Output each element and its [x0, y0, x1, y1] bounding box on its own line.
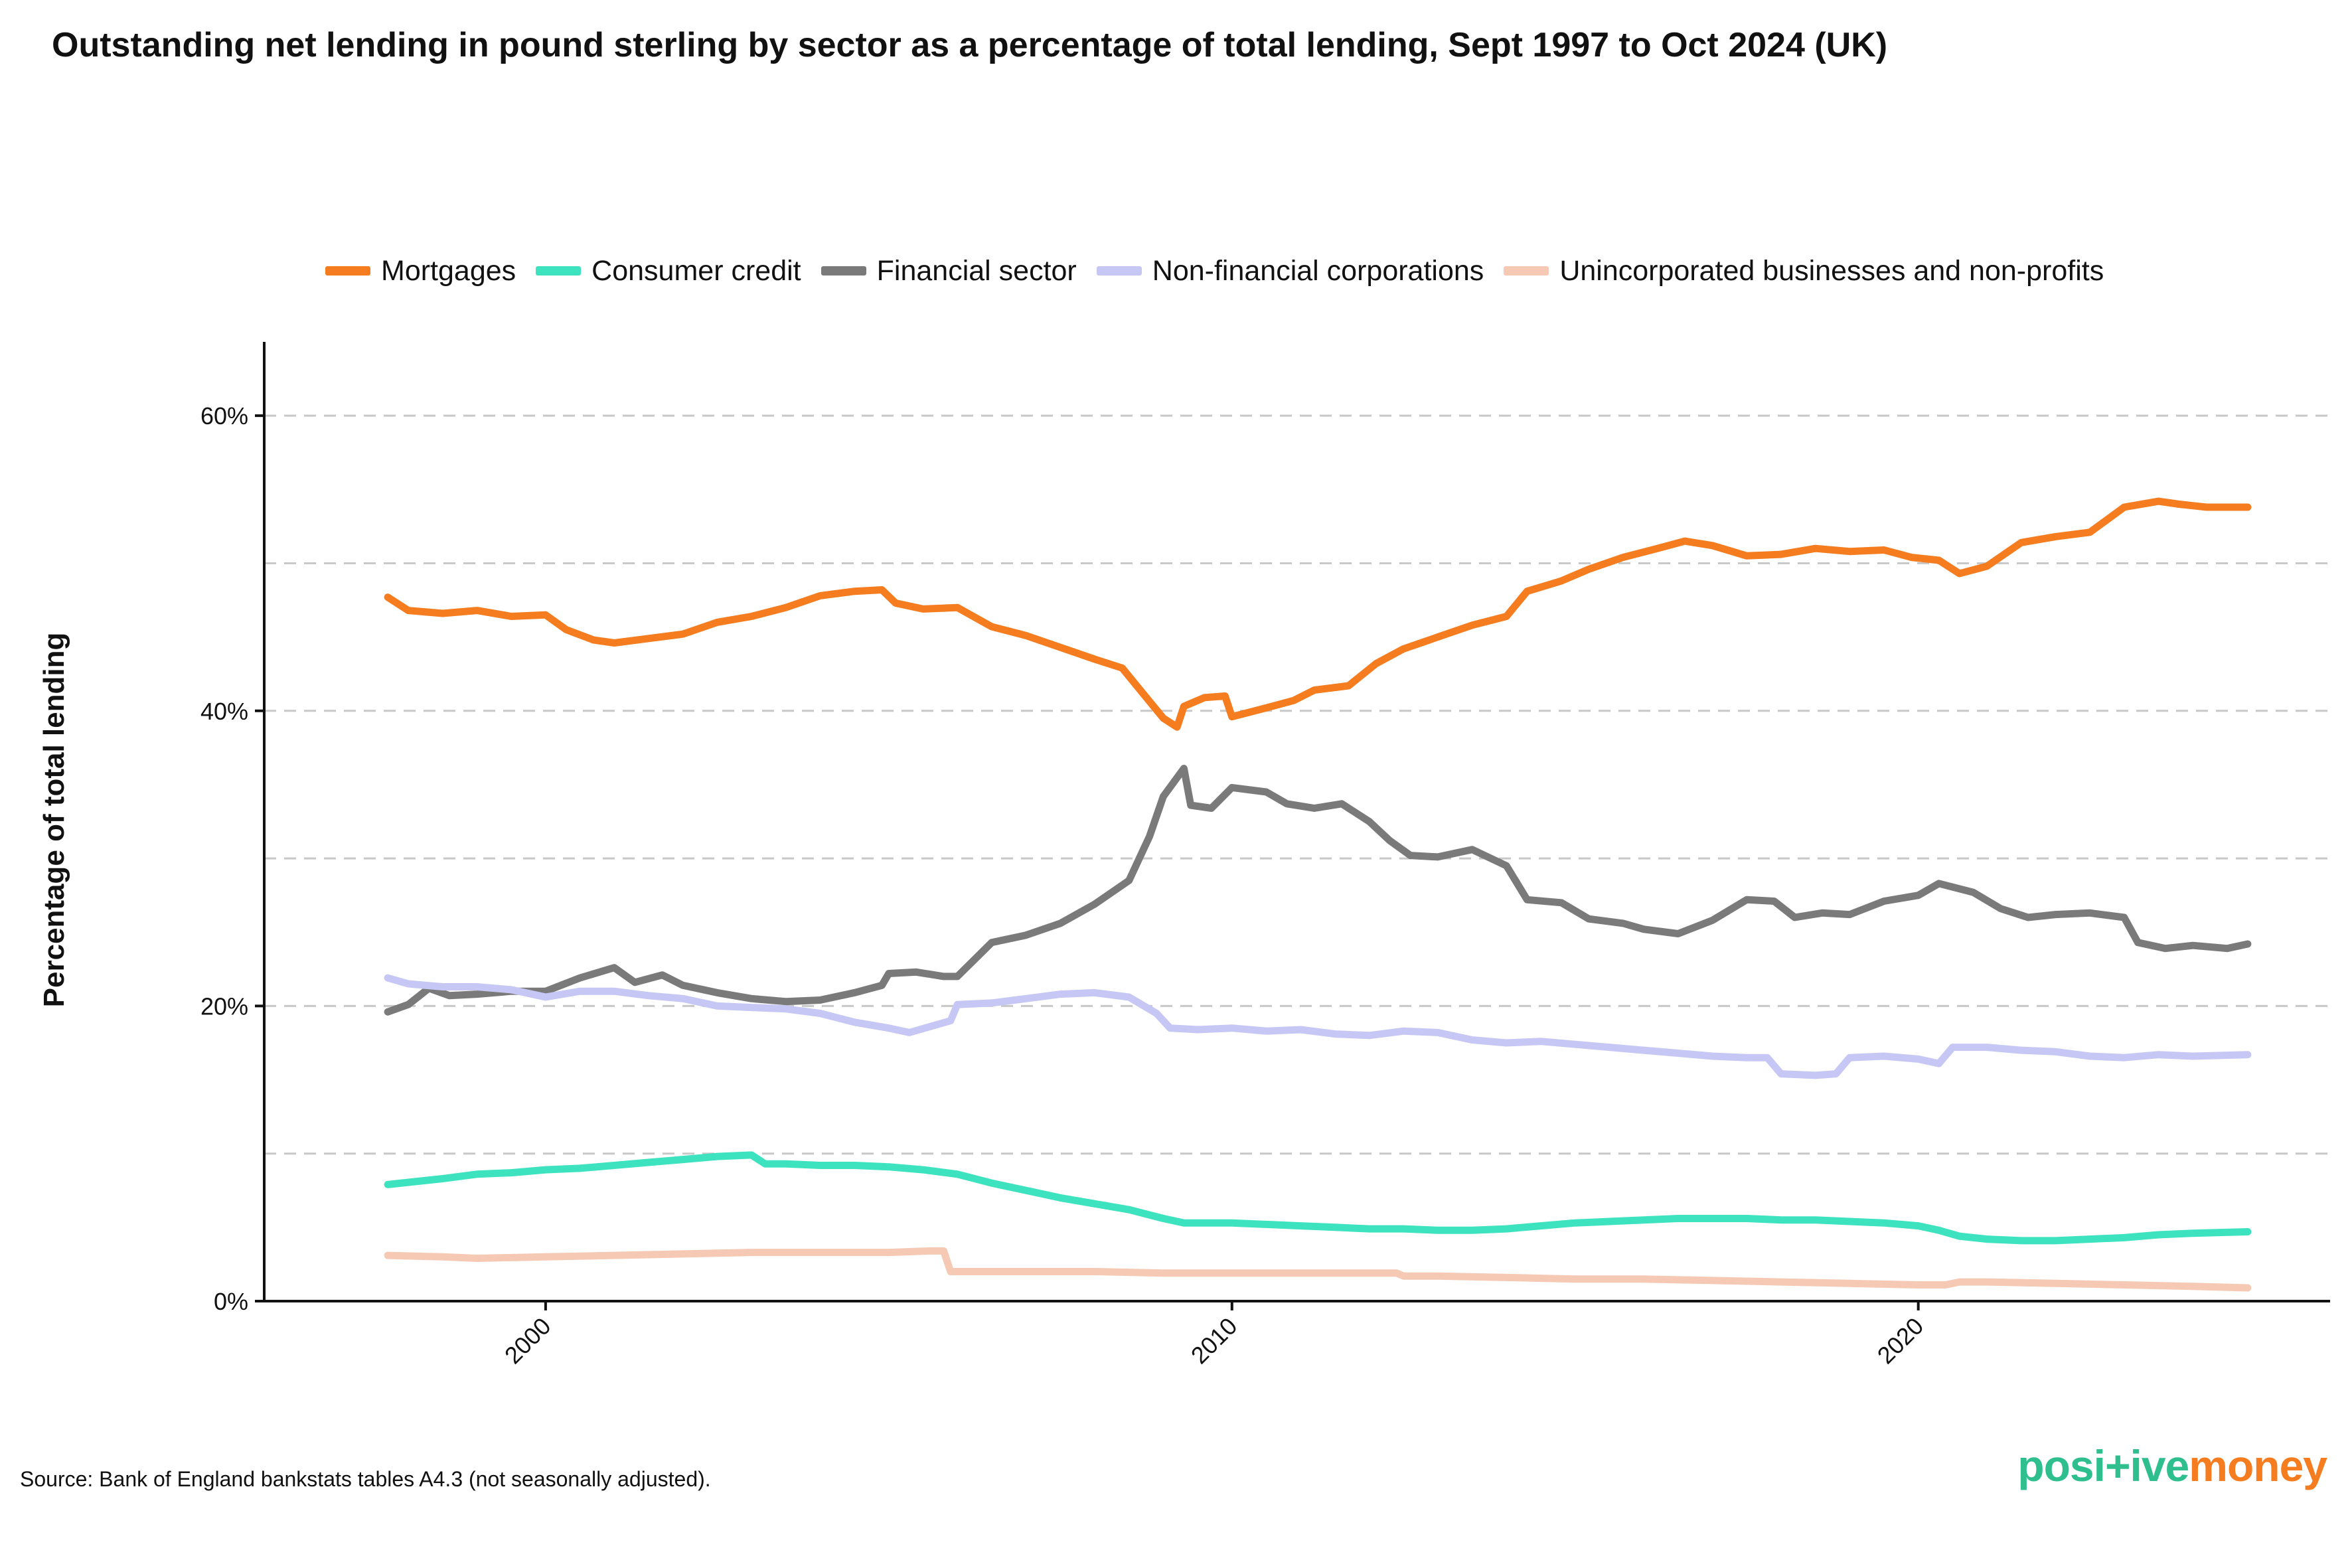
x-tick-label-2000: 2000 [499, 1312, 556, 1370]
legend-item-non-financial-corporations: Non-financial corporations [1096, 254, 1484, 287]
series-lines [384, 497, 2252, 1292]
legend-swatch-unincorporated-businesses [1504, 266, 1549, 275]
legend-label-unincorporated-businesses: Unincorporated businesses and non-profit… [1559, 254, 2104, 287]
legend-item-mortgages: Mortgages [325, 255, 516, 287]
grid-lines [264, 414, 2330, 1155]
chart-legend: Mortgages Consumer credit Financial sect… [325, 251, 2124, 291]
legend-swatch-financial-sector [821, 266, 866, 275]
y-tick-label-60: 60% [200, 402, 248, 430]
legend-item-unincorporated-businesses: Unincorporated businesses and non-profit… [1504, 255, 2104, 287]
legend-item-financial-sector: Financial sector [821, 255, 1077, 287]
chart-title: Outstanding net lending in pound sterlin… [52, 26, 1888, 64]
y-tick-label-0: 0% [214, 1288, 248, 1315]
legend-label-consumer-credit: Consumer credit [591, 254, 801, 287]
series-line-unincorporated-businesses-and-non-profits [384, 1247, 2252, 1292]
x-tick-label-2010: 2010 [1186, 1312, 1243, 1370]
y-tick-label-20: 20% [200, 992, 248, 1020]
y-tick-label-40: 40% [200, 698, 248, 725]
source-note: Source: Bank of England bankstats tables… [20, 1467, 711, 1491]
x-tick-label-2020: 2020 [1872, 1312, 1929, 1370]
axes [255, 342, 2330, 1310]
positive-money-logo: posi+ivemoney [2017, 1441, 2327, 1491]
legend-label-non-financial-corporations: Non-financial corporations [1152, 254, 1484, 287]
legend-swatch-non-financial-corporations [1096, 266, 1142, 275]
legend-item-consumer-credit: Consumer credit [536, 255, 801, 287]
legend-label-mortgages: Mortgages [381, 254, 516, 287]
legend-label-financial-sector: Financial sector [876, 254, 1077, 287]
logo-part-money: money [2189, 1441, 2327, 1490]
legend-swatch-consumer-credit [536, 266, 582, 275]
series-line-non-financial-corporations [384, 974, 2252, 1079]
legend-swatch-mortgages [325, 266, 370, 275]
logo-part-tive: +ive [2104, 1441, 2189, 1490]
logo-part-posi: posi [2017, 1441, 2106, 1490]
series-line-consumer-credit [384, 1151, 2252, 1245]
series-line-mortgages [384, 497, 2252, 731]
series-line-financial-sector [384, 765, 2252, 1016]
